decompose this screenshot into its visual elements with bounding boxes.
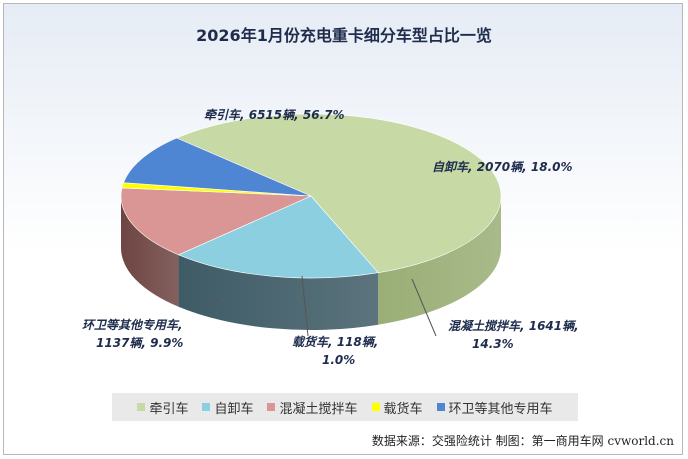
slice-label-sanitation-line2: 1137辆, 9.9% (96, 336, 184, 350)
slice-label-dump: 自卸车, 2070辆, 18.0% (432, 158, 573, 176)
legend-label-4: 环卫等其他专用车 (448, 401, 553, 417)
slice-mixer (120, 187, 312, 256)
pie-side-2-0 (121, 196, 179, 307)
legend-swatch-4 (436, 403, 445, 411)
slice-label-cargo-line2: 1.0% (322, 353, 356, 367)
leader-line-1 (301, 275, 309, 337)
slice-traction (175, 113, 502, 274)
legend-label-3: 载货车 (383, 401, 423, 417)
legend-swatch-1 (202, 403, 211, 411)
legend-item-3: 载货车 (371, 398, 423, 417)
slice-label-cargo-line1: 载货车, 118辆, (292, 335, 379, 349)
legend-swatch-2 (267, 403, 276, 411)
legend-label-2: 混凝土搅拌车 (279, 401, 358, 417)
legend: 牵引车 自卸车 混凝土搅拌车 载货车 环卫等其他专用车 (112, 393, 578, 421)
legend-item-2: 混凝土搅拌车 (267, 398, 358, 417)
pie-side-0-0 (378, 196, 501, 325)
pie-top-faces (120, 113, 502, 279)
slice-dump (177, 195, 379, 279)
slice-sanitation (123, 137, 312, 197)
legend-label-0: 牵引车 (149, 401, 189, 417)
legend-item-4: 环卫等其他专用车 (436, 398, 553, 417)
leader-line-0 (209, 297, 220, 307)
slice-label-mixer: 混凝土搅拌车, 1641辆, 14.3% (448, 317, 579, 353)
slice-label-sanitation: 环卫等其他专用车, 1137辆, 9.9% (82, 316, 183, 352)
slice-label-traction-text: 牵引车, 6515辆, 56.7% (204, 108, 345, 122)
slice-label-dump-text: 自卸车, 2070辆, 18.0% (432, 160, 573, 174)
legend-swatch-3 (371, 403, 380, 411)
legend-label-1: 自卸车 (214, 401, 254, 417)
leader-line-2 (411, 278, 437, 337)
legend-item-1: 自卸车 (202, 398, 253, 417)
slice-label-cargo: 载货车, 118辆, 1.0% (292, 333, 378, 369)
slice-label-sanitation-line1: 环卫等其他专用车, (82, 318, 183, 332)
legend-swatch-0 (137, 403, 146, 411)
pie-side-1-0 (178, 254, 379, 330)
legend-item-0: 牵引车 (137, 398, 188, 417)
source-note: 数据来源：交强险统计 制图：第一商用车网 cvworld.cn (371, 434, 674, 448)
chart-title: 2026年1月份充电重卡细分车型占比一览 (196, 26, 492, 45)
pie-side-walls (121, 196, 501, 330)
slice-label-traction: 牵引车, 6515辆, 56.7% (204, 106, 345, 124)
slice-label-mixer-line2: 14.3% (472, 337, 514, 351)
slice-label-mixer-line1: 混凝土搅拌车, 1641辆, (448, 319, 579, 333)
